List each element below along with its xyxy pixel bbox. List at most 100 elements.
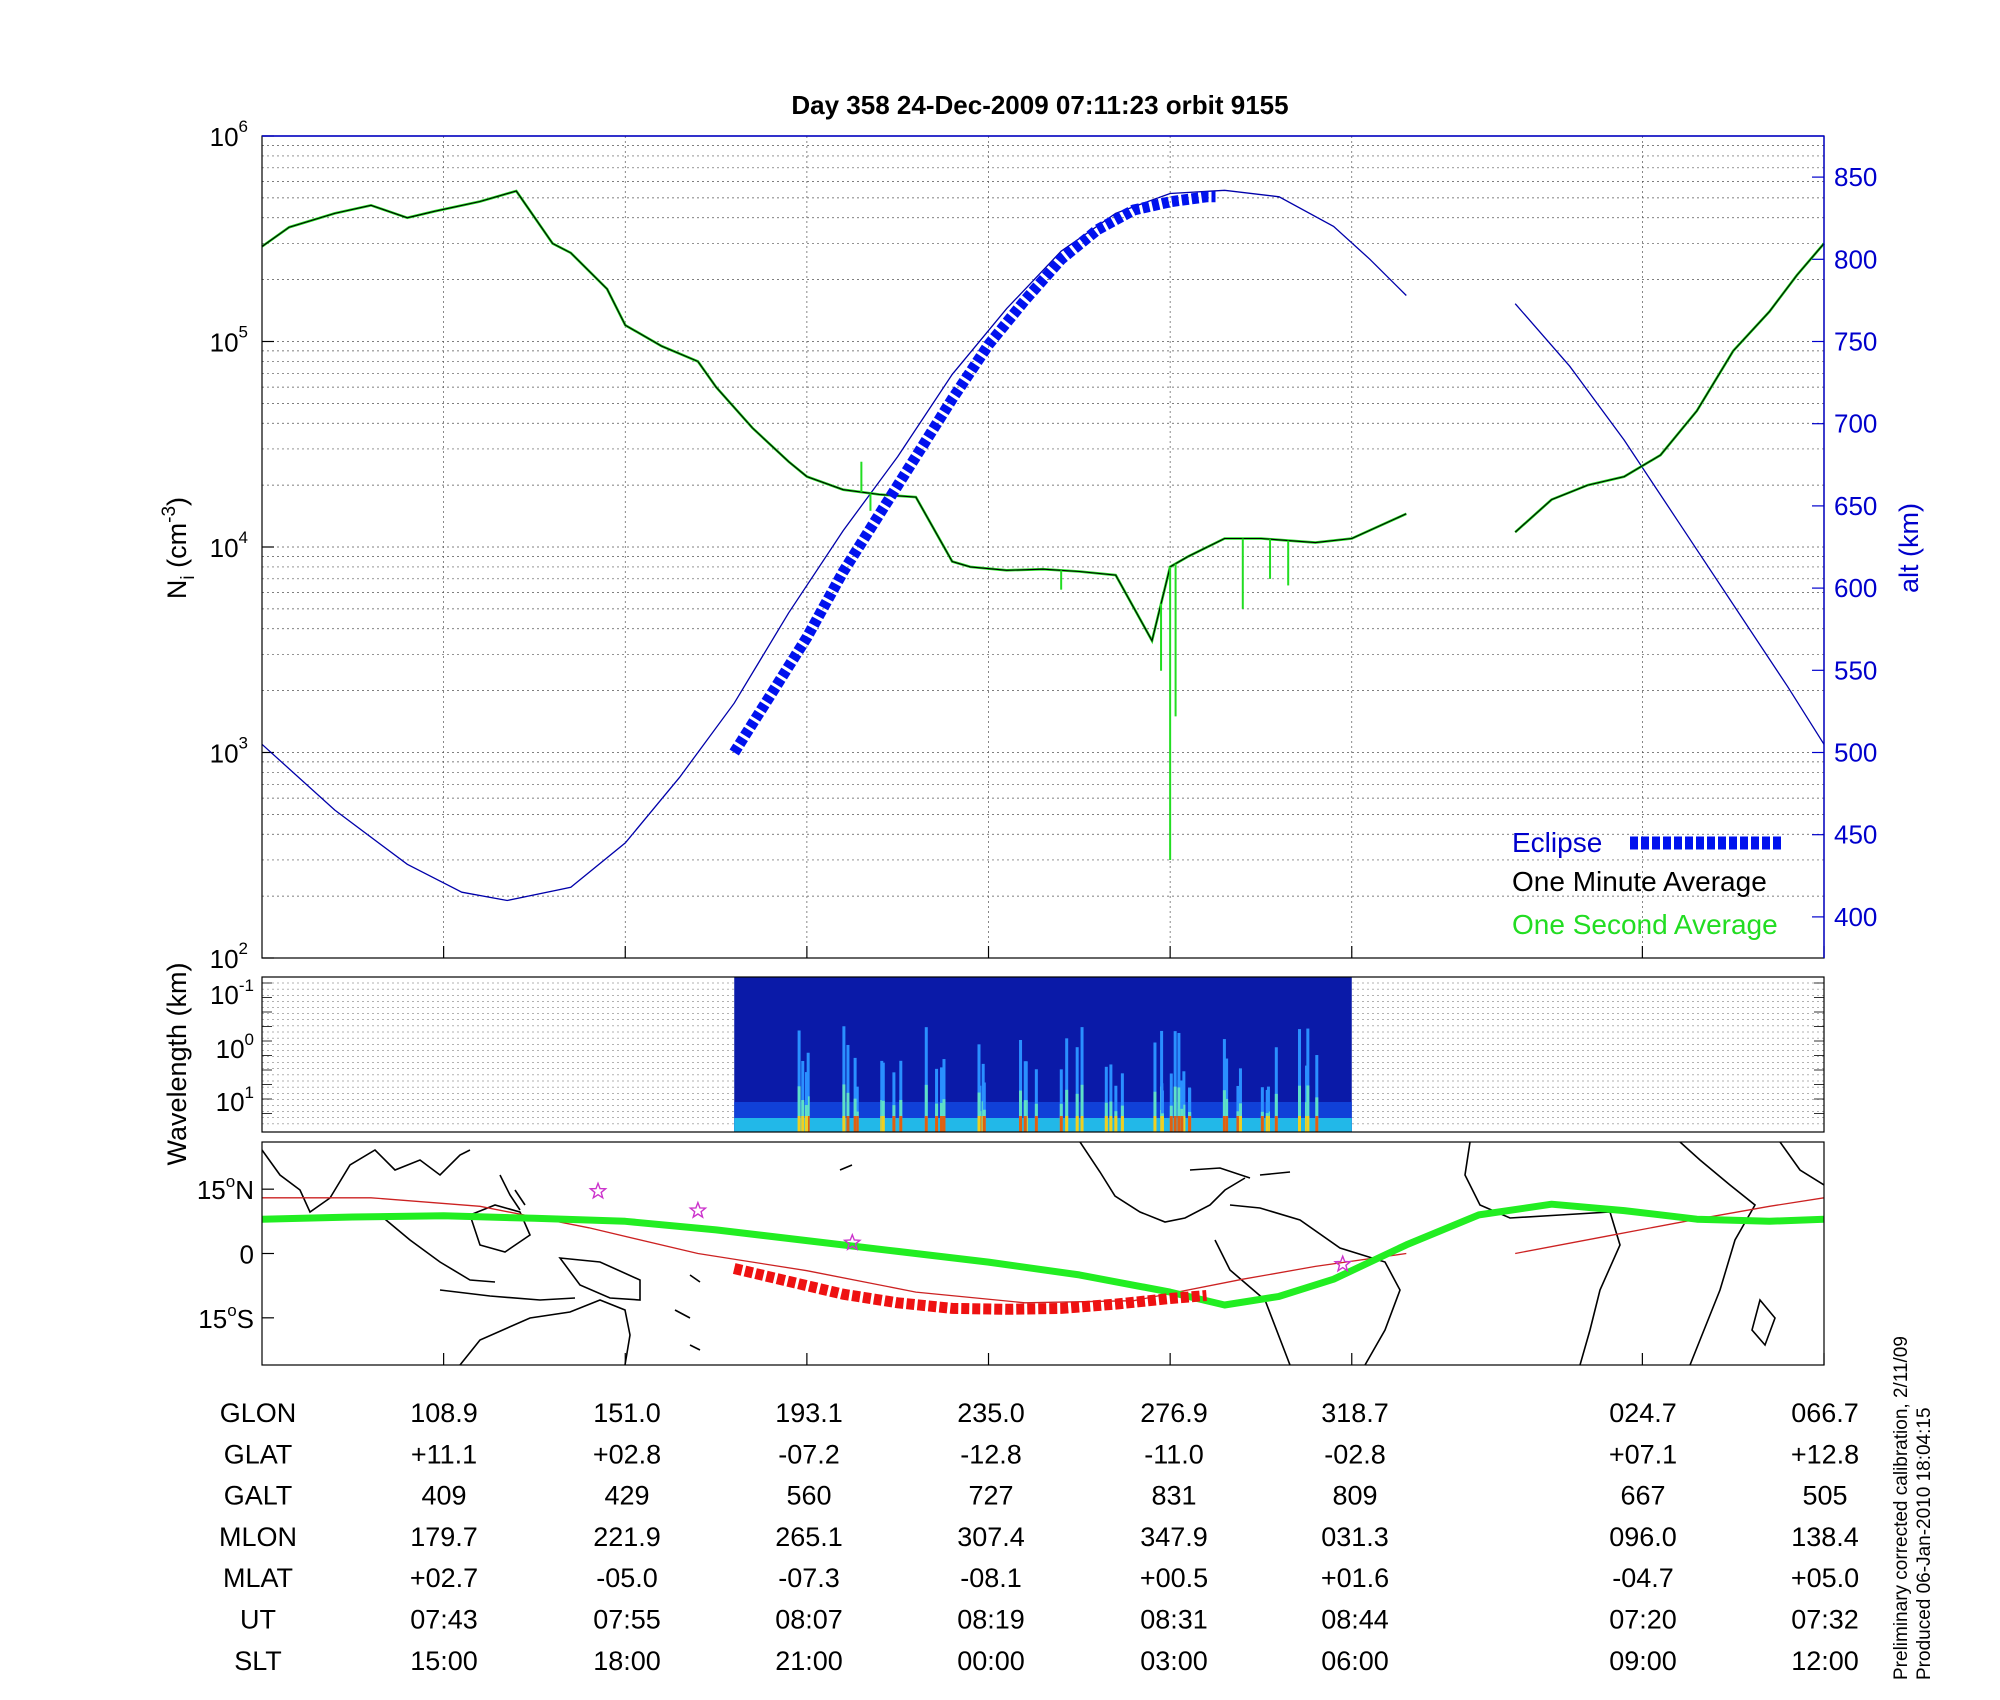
spectrogram-streak-hot [855, 1116, 859, 1132]
table-cell: 667 [1620, 1481, 1665, 1511]
table-cell: 00:00 [957, 1646, 1025, 1676]
spectrogram-streak [892, 1072, 896, 1132]
spectrogram-streak [1023, 1061, 1027, 1132]
altitude-y-label: alt (km) [1894, 503, 1924, 593]
spectrogram-streak-hot [846, 1116, 850, 1132]
tick-base: 10 [216, 1034, 245, 1064]
spectrogram-streak [1114, 1085, 1118, 1132]
spectrogram-streak-hot [806, 1116, 810, 1132]
eclipse-markers [729, 191, 1216, 756]
table-cell: 07:20 [1609, 1605, 1677, 1635]
spectrogram-streak [1104, 1066, 1108, 1132]
table-cell: +11.1 [411, 1439, 477, 1469]
spectrogram-streak-mid [1306, 1085, 1310, 1132]
spectrogram-streak-hot [1169, 1116, 1173, 1132]
star-marker [688, 1200, 708, 1219]
spectrogram-streak-hot [1160, 1116, 1164, 1132]
spectrogram-streak-hot [1153, 1116, 1157, 1132]
map-axes-box [261, 1141, 1825, 1366]
tick-exponent: 4 [239, 528, 248, 547]
spectrogram-streak-hot [1265, 1116, 1269, 1132]
spectrogram-streak-hot [1260, 1116, 1264, 1132]
table-cell: -12.8 [960, 1439, 1022, 1469]
table-cell: 07:55 [593, 1605, 661, 1635]
spectrogram-streak-hot [1274, 1116, 1278, 1132]
table-cell: 179.7 [410, 1522, 478, 1552]
spectrogram-streak-hot [1315, 1116, 1319, 1132]
spectrogram-streak-hot [1065, 1116, 1069, 1132]
spectrogram-streak-hot [1180, 1116, 1184, 1132]
table-cell: 505 [1802, 1481, 1847, 1511]
spectrogram-streak [881, 1062, 885, 1132]
table-cell: 08:44 [1321, 1605, 1389, 1635]
table-row-label: MLAT [223, 1563, 293, 1593]
spectrogram-tick-label: 10-1 [210, 976, 254, 1010]
eclipse-track [732, 1263, 1207, 1315]
spectrogram-streak-hot [881, 1116, 885, 1132]
magnetic-equator-line [262, 1197, 1407, 1304]
tick-exponent: 2 [239, 939, 248, 958]
star-marker [842, 1232, 862, 1251]
spectrogram-streak [1265, 1089, 1269, 1132]
spectrogram-streak [1075, 1047, 1079, 1132]
tick-base: 10 [210, 980, 239, 1010]
spectrogram-streak [1180, 1080, 1184, 1132]
lat-value: 15 [197, 1175, 226, 1205]
spectrogram-streak [806, 1052, 810, 1132]
spectrogram-streak [1222, 1039, 1226, 1132]
table-cell: 727 [968, 1481, 1013, 1511]
spectrogram-streak-hot [1306, 1116, 1310, 1132]
table-cell: 066.7 [1791, 1398, 1859, 1428]
legend-one-minute: One Minute Average [1512, 866, 1767, 897]
spectrogram-streak-mid [1177, 1087, 1181, 1132]
spectrogram-streak-hot [1238, 1116, 1242, 1132]
spectrogram-y-label: Wavelength (km) [162, 962, 192, 1165]
tick-exponent: 0 [245, 1030, 254, 1049]
tick-exponent: 6 [239, 117, 248, 136]
spectrogram-streak [1298, 1029, 1302, 1132]
spectrogram-streak-hot [1177, 1116, 1181, 1132]
legend: Eclipse One Minute Average One Second Av… [1512, 827, 1782, 940]
spectrogram-streak-mid [1019, 1090, 1023, 1132]
density-tick-label: 104 [210, 528, 248, 563]
spectrogram-streak-mid [1298, 1085, 1302, 1132]
coast-sumatra [379, 1214, 496, 1283]
spectrogram-streak-mid [1225, 1098, 1229, 1132]
table-cell: 07:32 [1791, 1605, 1859, 1635]
spectrogram-streak [1080, 1027, 1084, 1132]
spectrogram-streak-mid [1153, 1091, 1157, 1132]
spectrogram-streak-hot [935, 1116, 939, 1132]
altitude-line [1514, 303, 1825, 745]
table-cell: +02.8 [593, 1439, 661, 1469]
spectrogram-streak [940, 1067, 944, 1132]
table-cell: 138.4 [1791, 1522, 1859, 1552]
spectrogram-streak [801, 1060, 805, 1132]
degree-mark: o [226, 1172, 235, 1191]
table-cell: -04.7 [1612, 1563, 1674, 1593]
altitude-tick-label: 450 [1834, 820, 1877, 850]
table-cell: +07.1 [1609, 1439, 1677, 1469]
spectrogram-streak-hot [1120, 1116, 1124, 1132]
spectrogram-streak [942, 1059, 946, 1132]
table-cell: -05.0 [596, 1563, 658, 1593]
table-cell: 08:19 [957, 1605, 1025, 1635]
table-cell: -08.1 [960, 1563, 1022, 1593]
lat-hemisphere: S [237, 1304, 254, 1334]
spectrogram-streak-hot [1023, 1116, 1027, 1132]
spectrogram-streak [977, 1044, 981, 1132]
spectrogram-tick-label: 100 [216, 1030, 254, 1064]
table-cell: 276.9 [1140, 1398, 1208, 1428]
coast-asia [262, 1148, 471, 1214]
density-tick-label: 105 [210, 323, 248, 358]
table-cell: 108.9 [410, 1398, 478, 1428]
spectrogram-streak [935, 1068, 939, 1132]
star-marker [1333, 1254, 1353, 1273]
spectrogram-axes-box [261, 976, 1825, 1133]
coast-islands [674, 1164, 853, 1351]
spectrogram-streak [924, 1027, 928, 1132]
spectrogram-streak [1238, 1068, 1242, 1132]
star-marker [588, 1181, 608, 1200]
orbit-table: GLON 108.9 151.0 193.1 235.0 276.9 318.7 024.7 0… [219, 1398, 1859, 1676]
